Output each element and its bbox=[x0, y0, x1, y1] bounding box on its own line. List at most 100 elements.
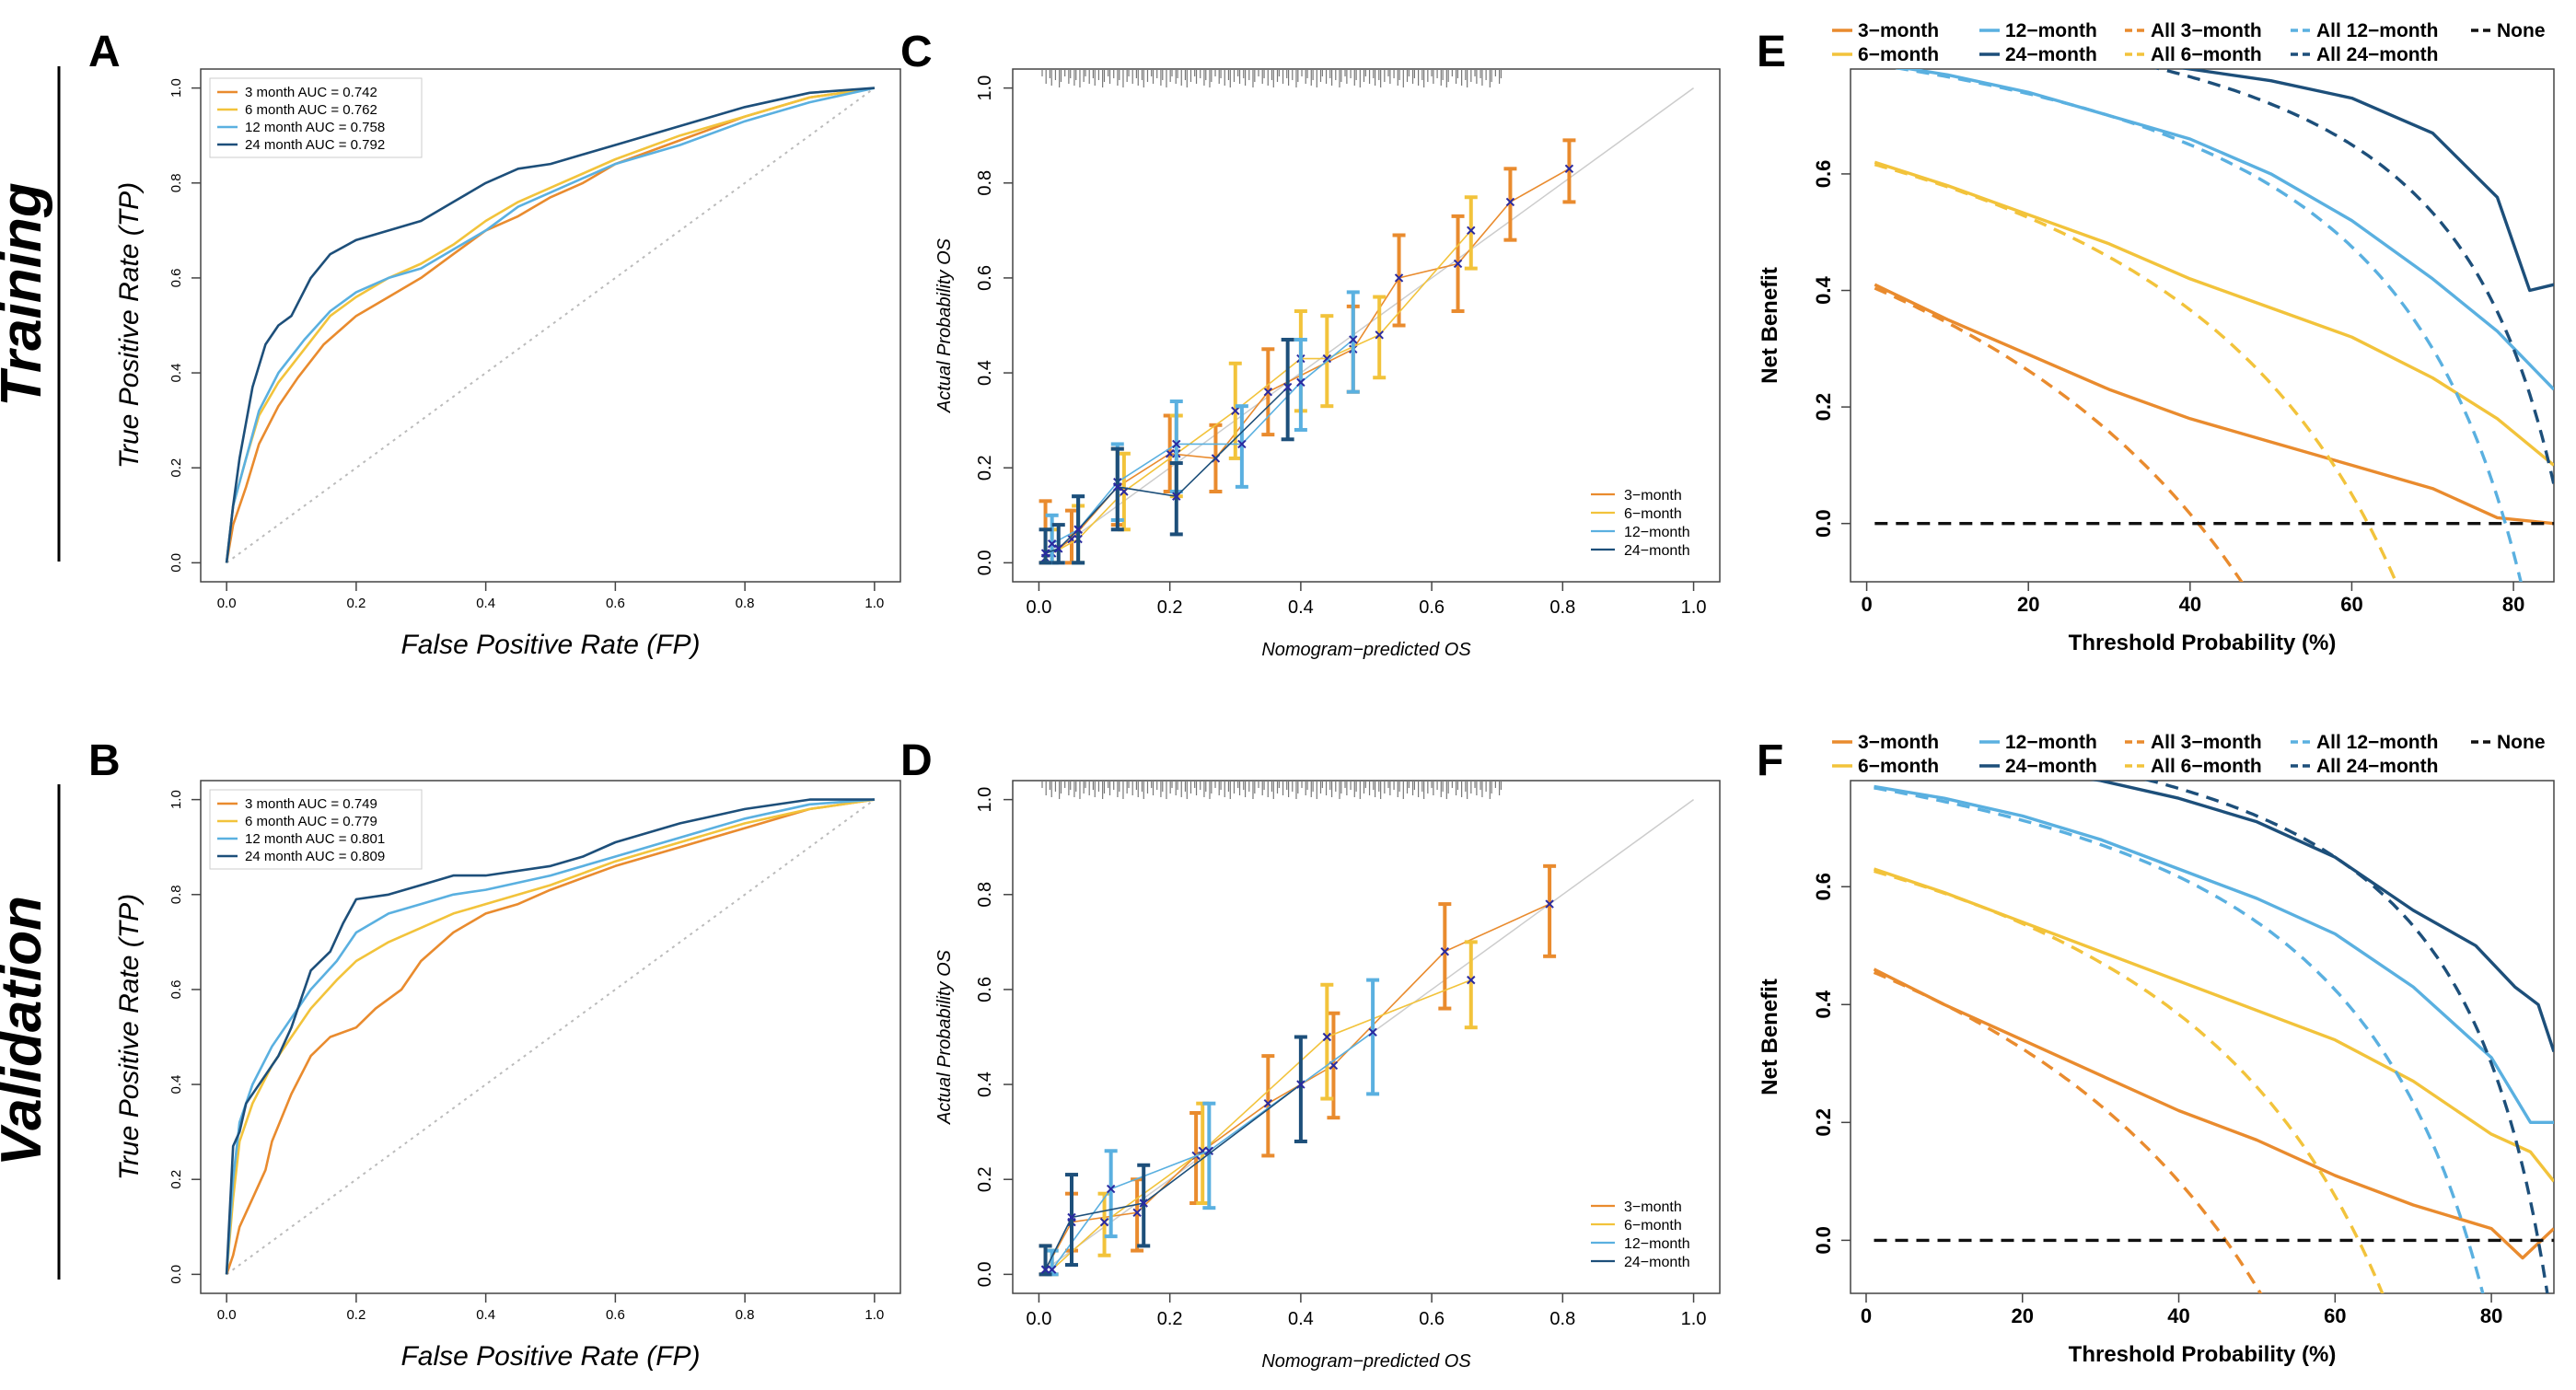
x-tick-label: 0.8 bbox=[1549, 597, 1575, 618]
x-tick-label: 0.2 bbox=[1157, 597, 1183, 618]
calibration-line bbox=[1051, 229, 1472, 554]
dca-curve-All-24-month bbox=[2153, 69, 2554, 485]
legend-label: All 12−month bbox=[2316, 20, 2438, 41]
x-tick-label: 1.0 bbox=[1681, 1309, 1707, 1329]
roc-curve-24-month bbox=[225, 87, 875, 563]
y-tick-label: 1.0 bbox=[168, 790, 184, 809]
calibration-series-3-month bbox=[1039, 138, 1576, 565]
y-tick-label: 0.4 bbox=[975, 360, 995, 386]
y-tick-label: 0.6 bbox=[168, 268, 184, 287]
y-tick-label: 0.2 bbox=[1812, 393, 1835, 422]
x-axis-label: Nomogram−predicted OS bbox=[1261, 1351, 1471, 1372]
point-marker bbox=[1467, 226, 1476, 236]
panel-c-calibration-training: 0.0 0.2 0.4 0.6 0.8 1.0 0.0 0.2 0.4 0.6 0.8 1.0 Nomo… bbox=[934, 68, 1721, 660]
x-tick-label: 0.0 bbox=[217, 1307, 237, 1323]
legend-label: 24−month bbox=[1624, 1255, 1690, 1270]
legend-label: 6 month AUC = 0.762 bbox=[245, 102, 377, 118]
x-tick-label: 0.2 bbox=[346, 1307, 366, 1323]
calibration-line bbox=[1051, 979, 1472, 1270]
legend-label: All 6−month bbox=[2151, 44, 2262, 65]
point-marker bbox=[1467, 975, 1476, 985]
point-marker bbox=[1545, 899, 1554, 909]
x-tick-label: 0.8 bbox=[736, 596, 755, 611]
point-marker bbox=[1440, 946, 1450, 956]
panel-letter-f: F bbox=[1757, 736, 1783, 785]
legend-label: 6−month bbox=[1624, 506, 1682, 522]
dca-curve-All-12-month bbox=[1874, 786, 2485, 1293]
row-labels: Training Validation bbox=[0, 66, 61, 1280]
point-marker bbox=[1375, 330, 1384, 340]
panel-letter-b: B bbox=[88, 736, 121, 785]
legend-label: 12 month AUC = 0.801 bbox=[245, 831, 385, 847]
x-tick-label: 1.0 bbox=[1681, 597, 1707, 618]
y-axis-label: Net Benefit bbox=[1758, 979, 1782, 1095]
x-tick-label: 0.4 bbox=[476, 1307, 495, 1323]
point-marker bbox=[1231, 406, 1240, 416]
dca-curve-3-month bbox=[1873, 967, 2554, 1260]
y-tick-label: 0.2 bbox=[168, 1170, 184, 1189]
row-label-validation: Validation bbox=[0, 896, 53, 1166]
y-tick-label: 1.0 bbox=[168, 78, 184, 98]
point-marker bbox=[1132, 1208, 1142, 1218]
panel-letter-c: C bbox=[900, 28, 933, 76]
y-tick-label: 0.4 bbox=[1812, 990, 1835, 1018]
roc-curve-6-month bbox=[225, 87, 876, 563]
plot-frame bbox=[200, 68, 901, 583]
point-marker bbox=[1296, 1080, 1305, 1089]
x-axis-label: Nomogram−predicted OS bbox=[1261, 640, 1471, 660]
legend-label: None bbox=[2497, 20, 2546, 41]
calibration-series-24-month bbox=[1039, 337, 1294, 565]
x-tick-label: 20 bbox=[2017, 593, 2039, 616]
point-marker bbox=[1564, 164, 1574, 174]
legend-label: 6−month bbox=[1858, 756, 1939, 777]
calibration-series-24-month bbox=[1039, 1035, 1307, 1277]
ideal-diagonal bbox=[1039, 87, 1694, 563]
legend-label: 3−month bbox=[1624, 488, 1682, 504]
legend-label: All 6−month bbox=[2151, 756, 2262, 777]
y-axis-label: True Positive Rate (TP) bbox=[114, 894, 145, 1180]
legend-label: 3−month bbox=[1624, 1199, 1682, 1215]
legend-label: 12−month bbox=[1624, 1236, 1690, 1252]
y-tick-label: 0.8 bbox=[168, 173, 184, 192]
point-marker bbox=[1113, 482, 1122, 492]
y-tick-label: 0.0 bbox=[975, 1261, 995, 1287]
dca-curve-6-month bbox=[1873, 867, 2554, 1183]
y-tick-label: 0.4 bbox=[1812, 275, 1835, 304]
point-marker bbox=[1139, 1199, 1148, 1208]
y-tick-label: 0.2 bbox=[975, 1166, 995, 1192]
dca-curve-All-6-month bbox=[1874, 163, 2398, 582]
legend-label: All 12−month bbox=[2316, 732, 2438, 753]
roc-curve-6-month bbox=[225, 798, 876, 1275]
dca-curve-All-6-month bbox=[1874, 869, 2385, 1293]
panel-b-roc-validation: 0.0 0.2 0.4 0.6 0.8 1.0 0.0 0.2 0.4 0.6 0.8 1.0 Fals… bbox=[114, 780, 901, 1372]
legend-label: 6 month AUC = 0.779 bbox=[245, 814, 377, 829]
roc-curve-3-month bbox=[225, 798, 876, 1275]
x-tick-label: 60 bbox=[2340, 593, 2362, 616]
legend-label: All 3−month bbox=[2151, 732, 2262, 753]
x-tick-label: 0.0 bbox=[1027, 597, 1052, 618]
panel-letters: A B C D E F bbox=[88, 28, 1786, 785]
plot-area bbox=[1873, 781, 2554, 1293]
plot-frame bbox=[200, 780, 901, 1294]
y-tick-label: 0.6 bbox=[975, 265, 995, 291]
point-marker bbox=[1047, 1265, 1057, 1274]
point-marker bbox=[1204, 1146, 1214, 1155]
legend-label: All 24−month bbox=[2316, 756, 2438, 777]
legend-label: 3−month bbox=[1858, 732, 1939, 753]
y-tick-label: 0.8 bbox=[168, 885, 184, 904]
y-tick-label: 1.0 bbox=[975, 787, 995, 813]
point-marker bbox=[1040, 549, 1050, 558]
x-tick-label: 0.4 bbox=[476, 596, 495, 611]
x-tick-label: 0.2 bbox=[1157, 1309, 1183, 1329]
legend-label: 24−month bbox=[2005, 44, 2097, 65]
dca-curve-All-3-month bbox=[1874, 286, 2244, 582]
point-marker bbox=[1296, 377, 1305, 388]
y-tick-label: 0.4 bbox=[975, 1071, 995, 1097]
x-axis-label: False Positive Rate (FP) bbox=[400, 630, 700, 660]
legend-box bbox=[209, 77, 423, 158]
x-tick-label: 0.0 bbox=[217, 596, 237, 611]
point-marker bbox=[1106, 1184, 1116, 1194]
x-tick-label: 0 bbox=[1861, 1304, 1872, 1327]
rug-marks bbox=[1041, 69, 1503, 87]
